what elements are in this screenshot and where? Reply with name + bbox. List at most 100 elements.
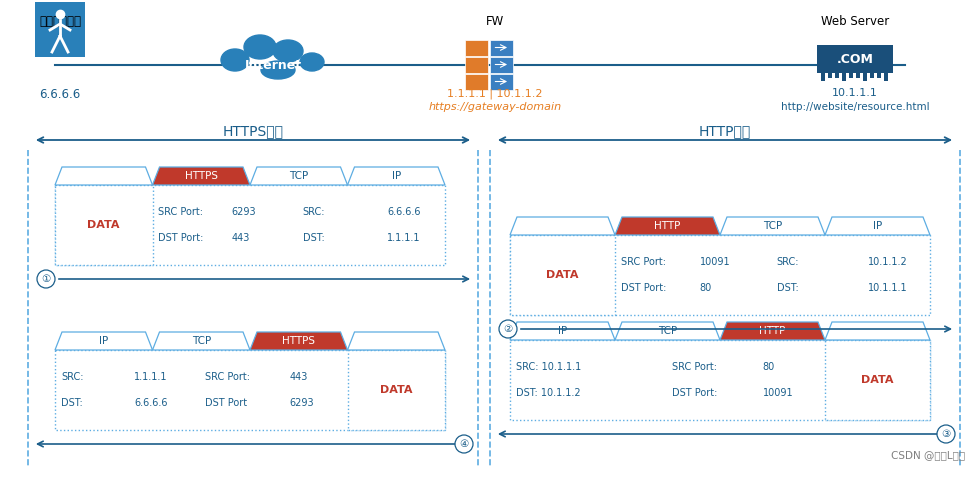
Text: TCP: TCP [763, 221, 782, 231]
Text: SRC:: SRC: [777, 257, 799, 267]
Text: DATA: DATA [861, 375, 894, 385]
Polygon shape [510, 322, 615, 340]
Text: HTTP: HTTP [759, 326, 786, 336]
FancyBboxPatch shape [884, 73, 888, 81]
Text: SRC Port:: SRC Port: [205, 372, 250, 381]
Text: DATA: DATA [88, 220, 120, 230]
Text: ④: ④ [460, 439, 468, 449]
FancyBboxPatch shape [828, 73, 832, 78]
Text: 443: 443 [231, 233, 250, 243]
Polygon shape [825, 322, 930, 340]
Text: 6.6.6.6: 6.6.6.6 [134, 398, 168, 408]
Text: DST:: DST: [303, 233, 324, 243]
Text: IP: IP [391, 171, 401, 181]
Text: HTTP会话: HTTP会话 [699, 124, 752, 138]
Circle shape [455, 435, 473, 453]
Text: Internet: Internet [244, 58, 302, 72]
FancyBboxPatch shape [490, 57, 513, 73]
FancyBboxPatch shape [817, 45, 893, 73]
Text: DST: 10.1.1.2: DST: 10.1.1.2 [516, 388, 581, 398]
Polygon shape [152, 167, 250, 185]
Text: HTTPS会话: HTTPS会话 [223, 124, 283, 138]
FancyBboxPatch shape [465, 74, 488, 89]
Text: DST Port: DST Port [205, 398, 247, 408]
FancyBboxPatch shape [490, 74, 513, 89]
Text: DST Port:: DST Port: [671, 388, 717, 398]
FancyBboxPatch shape [55, 350, 445, 430]
Text: 移动办公用户: 移动办公用户 [39, 15, 81, 28]
Text: IP: IP [873, 221, 882, 231]
Text: 6.6.6.6: 6.6.6.6 [387, 206, 421, 217]
Text: DST Port:: DST Port: [621, 283, 667, 293]
Text: Web Server: Web Server [821, 15, 889, 28]
Ellipse shape [300, 53, 324, 71]
Polygon shape [510, 217, 615, 235]
Polygon shape [55, 167, 152, 185]
Polygon shape [615, 217, 720, 235]
Text: http://website/resource.html: http://website/resource.html [781, 102, 929, 112]
Text: 80: 80 [700, 283, 712, 293]
Text: ①: ① [41, 274, 51, 284]
Text: 10091: 10091 [763, 388, 793, 398]
Text: 10.1.1.2: 10.1.1.2 [868, 257, 908, 267]
Polygon shape [615, 322, 720, 340]
Text: DST:: DST: [777, 283, 798, 293]
Text: IP: IP [100, 336, 108, 346]
Text: CSDN @小梁L同学: CSDN @小梁L同学 [891, 450, 965, 460]
Text: DATA: DATA [547, 270, 579, 280]
Text: HTTP: HTTP [654, 221, 680, 231]
Text: 6293: 6293 [231, 206, 256, 217]
FancyBboxPatch shape [510, 235, 615, 315]
Polygon shape [347, 167, 445, 185]
FancyBboxPatch shape [35, 2, 85, 57]
Text: .COM: .COM [836, 53, 874, 65]
Polygon shape [250, 167, 347, 185]
Text: 10.1.1.1: 10.1.1.1 [833, 88, 878, 98]
Text: TCP: TCP [191, 336, 211, 346]
FancyBboxPatch shape [870, 73, 874, 78]
Text: https://gateway-domain: https://gateway-domain [428, 102, 561, 112]
Text: SRC: 10.1.1.1: SRC: 10.1.1.1 [516, 362, 582, 372]
Ellipse shape [221, 49, 249, 71]
Circle shape [499, 320, 517, 338]
Polygon shape [152, 332, 250, 350]
Text: SRC:: SRC: [61, 372, 84, 381]
FancyBboxPatch shape [510, 340, 930, 420]
Text: FW: FW [486, 15, 505, 28]
FancyBboxPatch shape [849, 73, 853, 78]
Text: DST Port:: DST Port: [158, 233, 204, 243]
Text: IP: IP [558, 326, 567, 336]
Text: 1.1.1.1: 1.1.1.1 [134, 372, 168, 381]
FancyBboxPatch shape [877, 73, 881, 78]
Text: ③: ③ [942, 429, 951, 439]
Circle shape [37, 270, 55, 288]
FancyBboxPatch shape [465, 57, 488, 73]
Polygon shape [250, 332, 347, 350]
Text: DATA: DATA [380, 385, 413, 395]
Text: ②: ② [504, 324, 512, 334]
Text: 10.1.1.1: 10.1.1.1 [868, 283, 908, 293]
Text: 80: 80 [763, 362, 775, 372]
FancyBboxPatch shape [821, 73, 825, 81]
FancyBboxPatch shape [347, 350, 445, 430]
Polygon shape [825, 217, 930, 235]
FancyBboxPatch shape [842, 73, 846, 81]
FancyBboxPatch shape [863, 73, 867, 81]
Text: 443: 443 [290, 372, 308, 381]
Text: 6293: 6293 [290, 398, 314, 408]
Polygon shape [347, 332, 445, 350]
FancyBboxPatch shape [55, 185, 445, 265]
Polygon shape [720, 322, 825, 340]
Text: SRC Port:: SRC Port: [671, 362, 716, 372]
FancyBboxPatch shape [825, 340, 930, 420]
Text: TCP: TCP [289, 171, 308, 181]
Text: HTTPS: HTTPS [184, 171, 218, 181]
FancyBboxPatch shape [510, 235, 930, 315]
FancyBboxPatch shape [490, 40, 513, 55]
Text: SRC:: SRC: [303, 206, 325, 217]
Text: 6.6.6.6: 6.6.6.6 [39, 88, 81, 101]
Polygon shape [720, 217, 825, 235]
Text: HTTPS: HTTPS [282, 336, 315, 346]
Text: 10091: 10091 [700, 257, 730, 267]
Text: 1.1.1.1: 1.1.1.1 [387, 233, 421, 243]
